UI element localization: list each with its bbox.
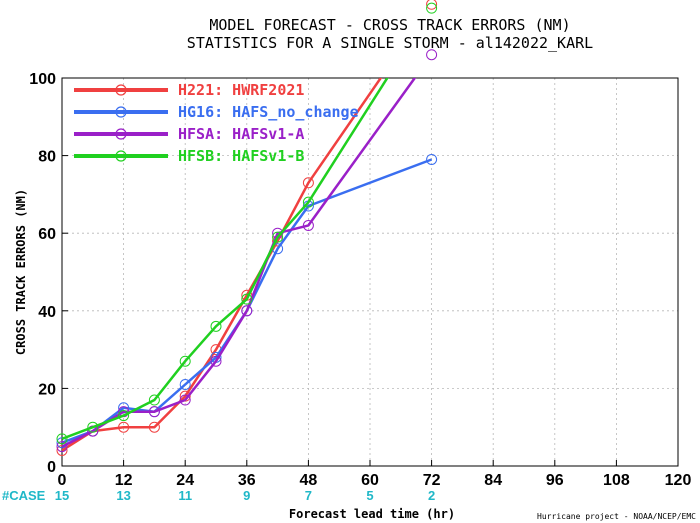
data-point: [179, 394, 191, 406]
axis-ticks: 0 12 24 36 48 60 72 84 96 108 120 0 20 40 60 80 100: [29, 71, 691, 489]
legend-marker: [115, 150, 127, 162]
plot-frame: [61, 77, 679, 467]
legend: H221: HWRF2021 HG16: HAFS_no_change HFSA: …: [74, 81, 359, 165]
chart-title-line-2: STATISTICS FOR A SINGLE STORM - al142022…: [187, 34, 593, 52]
data-point: [426, 0, 438, 10]
series-line-group: [62, 78, 383, 452]
series-1: [56, 0, 438, 456]
legend-label: H221: HWRF2021: [178, 81, 304, 99]
legend-label: HG16: HAFS_no_change: [178, 103, 359, 121]
x-axis-label: Forecast lead time (hr): [289, 507, 455, 521]
case-counts: 15 13 11 9 7 5 2: [55, 488, 435, 503]
data-point: [241, 293, 253, 305]
data-point: [56, 433, 68, 445]
x-tick-label: 24: [176, 472, 194, 489]
series-line: [62, 78, 389, 440]
data-point: [302, 177, 314, 189]
legend-marker: [115, 84, 127, 96]
y-tick-label: 80: [38, 149, 56, 166]
data-point: [118, 410, 130, 422]
y-tick-label: 40: [38, 304, 56, 321]
data-point: [56, 441, 68, 453]
x-tick-label: 84: [484, 472, 502, 489]
legend-item: HG16: HAFS_no_change: [74, 103, 359, 121]
x-tick-label: 120: [665, 472, 692, 489]
series-line: [62, 78, 383, 452]
x-tick-label: 108: [603, 472, 630, 489]
x-tick-label: 48: [300, 472, 318, 489]
y-tick-label: 100: [29, 71, 56, 88]
x-tick-label: 12: [115, 472, 133, 489]
y-tick-label: 0: [47, 459, 56, 476]
data-point: [302, 196, 314, 208]
x-tick-label: 60: [361, 472, 379, 489]
chart-title-line-1: MODEL FORECAST - CROSS TRACK ERRORS (NM): [209, 16, 570, 34]
data-point: [426, 153, 438, 165]
data-point: [302, 219, 314, 231]
y-tick-label: 20: [38, 381, 56, 398]
y-axis-label: CROSS TRACK ERRORS (NM): [14, 189, 28, 355]
data-point: [148, 406, 160, 418]
data-point: [118, 421, 130, 433]
legend-marker: [115, 106, 127, 118]
x-tick-label: 72: [423, 472, 441, 489]
legend-label: HFSB: HAFSv1-B: [178, 147, 304, 165]
case-count: 11: [178, 488, 192, 503]
case-count: 13: [116, 488, 130, 503]
credit-text: Hurricane project - NOAA/NCEP/EMC: [537, 512, 696, 521]
data-point: [148, 421, 160, 433]
x-tick-label: 36: [238, 472, 256, 489]
data-point: [210, 320, 222, 332]
series-line-group: [62, 158, 433, 444]
case-count: 5: [366, 488, 373, 503]
data-point: [87, 421, 99, 433]
legend-label: HFSA: HAFSv1-A: [178, 125, 304, 143]
grid-lines: [62, 78, 678, 466]
data-point: [179, 379, 191, 391]
legend-item: H221: HWRF2021: [74, 81, 304, 99]
series-group: [56, 0, 438, 456]
data-point: [426, 2, 438, 14]
series-line-group: [62, 78, 389, 440]
data-point: [210, 355, 222, 367]
series-line: [62, 158, 433, 444]
data-point: [179, 355, 191, 367]
x-tick-label: 96: [546, 472, 564, 489]
legend-item: HFSA: HAFSv1-A: [74, 125, 304, 143]
data-point: [426, 49, 438, 61]
series-4: [56, 2, 438, 445]
data-point: [272, 231, 284, 243]
x-tick-label: 0: [58, 472, 67, 489]
legend-marker: [115, 128, 127, 140]
case-count: 7: [305, 488, 312, 503]
case-count: 15: [55, 488, 69, 503]
case-count: 9: [243, 488, 250, 503]
y-tick-label: 60: [38, 226, 56, 243]
legend-item: HFSB: HAFSv1-B: [74, 147, 304, 165]
data-point: [148, 394, 160, 406]
case-count: 2: [428, 488, 435, 503]
case-label: #CASE: [2, 488, 46, 503]
data-point: [241, 305, 253, 317]
